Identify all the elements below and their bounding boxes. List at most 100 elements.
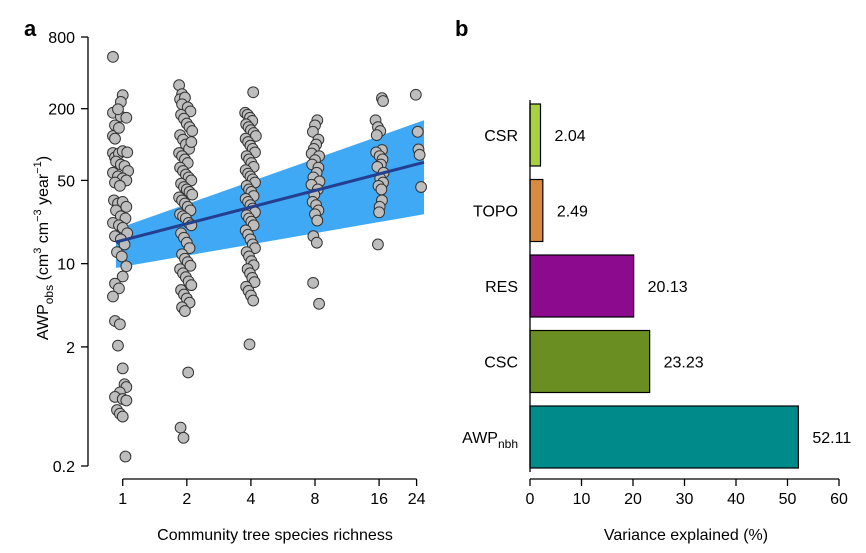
x-tick-label: 2	[182, 491, 191, 508]
data-point	[247, 86, 260, 99]
data-point	[116, 410, 129, 423]
data-point	[372, 238, 384, 251]
data-point	[182, 366, 195, 379]
bar	[529, 254, 635, 318]
bar-category-label: CSC	[484, 355, 518, 372]
data-point	[184, 259, 197, 272]
data-point	[177, 431, 190, 444]
data-point	[120, 200, 133, 213]
data-point	[375, 183, 388, 196]
data-point	[119, 450, 132, 463]
x-tick-label-b: 10	[573, 491, 591, 508]
y-axis-title-mid: cm	[35, 222, 52, 248]
data-point	[112, 339, 124, 352]
data-point	[370, 129, 383, 142]
confidence-band	[116, 120, 424, 268]
data-point	[373, 206, 386, 219]
bar-category-label: TOPO	[473, 204, 518, 221]
scatter-points	[107, 50, 428, 463]
data-point	[377, 95, 389, 107]
data-point	[311, 214, 324, 227]
data-point	[113, 282, 125, 295]
x-tick-label: 16	[370, 491, 388, 508]
x-tick-label-b: 50	[779, 491, 797, 508]
bar-value-label: 20.13	[648, 279, 688, 296]
data-point	[116, 362, 129, 375]
data-point	[247, 294, 260, 307]
data-point	[413, 148, 426, 161]
y-tick-label: 0.2	[53, 459, 75, 476]
data-point	[243, 338, 256, 351]
data-point	[120, 260, 133, 273]
y-tick-label: 200	[48, 102, 75, 119]
x-tick-label: 1	[118, 491, 127, 508]
bar	[529, 103, 542, 167]
data-point	[120, 394, 133, 407]
bar-value-label: 23.23	[664, 355, 704, 372]
x-axis-title-b: Variance explained (%)	[604, 527, 768, 544]
x-tick-label: 8	[311, 491, 320, 508]
data-point	[415, 181, 428, 193]
x-tick-label-b: 60	[830, 491, 848, 508]
x-tick-label-b: 30	[676, 491, 694, 508]
y-axis-title-sup2: −3	[32, 209, 44, 222]
y-axis-title-sup1: 3	[32, 248, 44, 254]
data-point	[113, 121, 125, 134]
y-axis-title-end: )	[35, 156, 52, 161]
bar-category-label: CSR	[484, 128, 518, 145]
data-point	[112, 103, 124, 116]
x-tick-label-b: 0	[526, 491, 535, 508]
x-tick-label: 24	[408, 491, 426, 508]
bar	[529, 405, 799, 469]
data-point	[179, 305, 191, 317]
y-axis: 0.2 2 10 50 200 800	[48, 30, 89, 476]
y-axis-title-sub: obs	[42, 285, 56, 304]
data-point	[121, 146, 134, 159]
data-point	[107, 290, 119, 303]
trend-line	[115, 160, 425, 244]
data-point	[115, 250, 128, 263]
bar	[529, 329, 651, 394]
y-axis-title-tail: year	[35, 173, 52, 209]
bar-panel: CSR 2.04 TOPO 2.49 RES 20.13 CSC 23.23 AWPnbh 52.…	[462, 100, 851, 544]
x-axis-b: 0 10 20 30 40 50 60	[526, 478, 848, 508]
data-point	[186, 125, 199, 137]
bar-value-label: 2.49	[557, 204, 588, 221]
x-axis: 1 2 4 8 16 24	[118, 478, 426, 508]
x-tick-label-b: 20	[624, 491, 642, 508]
data-point	[409, 88, 422, 101]
data-point	[307, 276, 320, 289]
x-tick-label: 4	[246, 491, 255, 508]
data-point	[310, 236, 323, 249]
bar	[529, 178, 544, 243]
data-point	[313, 297, 325, 310]
bar-value-label: 2.04	[555, 128, 586, 145]
data-point	[186, 188, 199, 201]
data-point	[185, 136, 198, 148]
bar-value-label: 52.11	[812, 430, 851, 447]
bar-category-label: AWPnbh	[462, 430, 518, 451]
data-point	[113, 318, 126, 331]
data-point	[174, 421, 187, 434]
data-point	[120, 111, 133, 124]
data-point	[107, 50, 119, 63]
y-axis-title-main: AWP	[35, 304, 52, 340]
y-tick-label: 2	[66, 340, 75, 357]
bars: CSR 2.04 TOPO 2.49 RES 20.13 CSC 23.23 AWPnbh 52.…	[462, 103, 851, 469]
x-axis-title: Community tree species richness	[157, 527, 393, 544]
y-axis-title-sup3: −1	[32, 161, 44, 174]
panel-label-a: a	[24, 16, 37, 41]
data-point	[113, 179, 126, 192]
data-point	[411, 125, 424, 138]
data-point	[109, 132, 121, 145]
y-axis-title: AWPobs (cm3 cm−3 year−1)	[32, 156, 56, 340]
panel-label-b: b	[455, 16, 468, 41]
bar-category-label: RES	[485, 279, 518, 296]
y-tick-label: 10	[57, 257, 75, 274]
y-tick-label: 800	[48, 30, 75, 47]
data-point	[116, 270, 129, 283]
data-point	[185, 279, 198, 292]
y-tick-label: 50	[57, 173, 75, 190]
